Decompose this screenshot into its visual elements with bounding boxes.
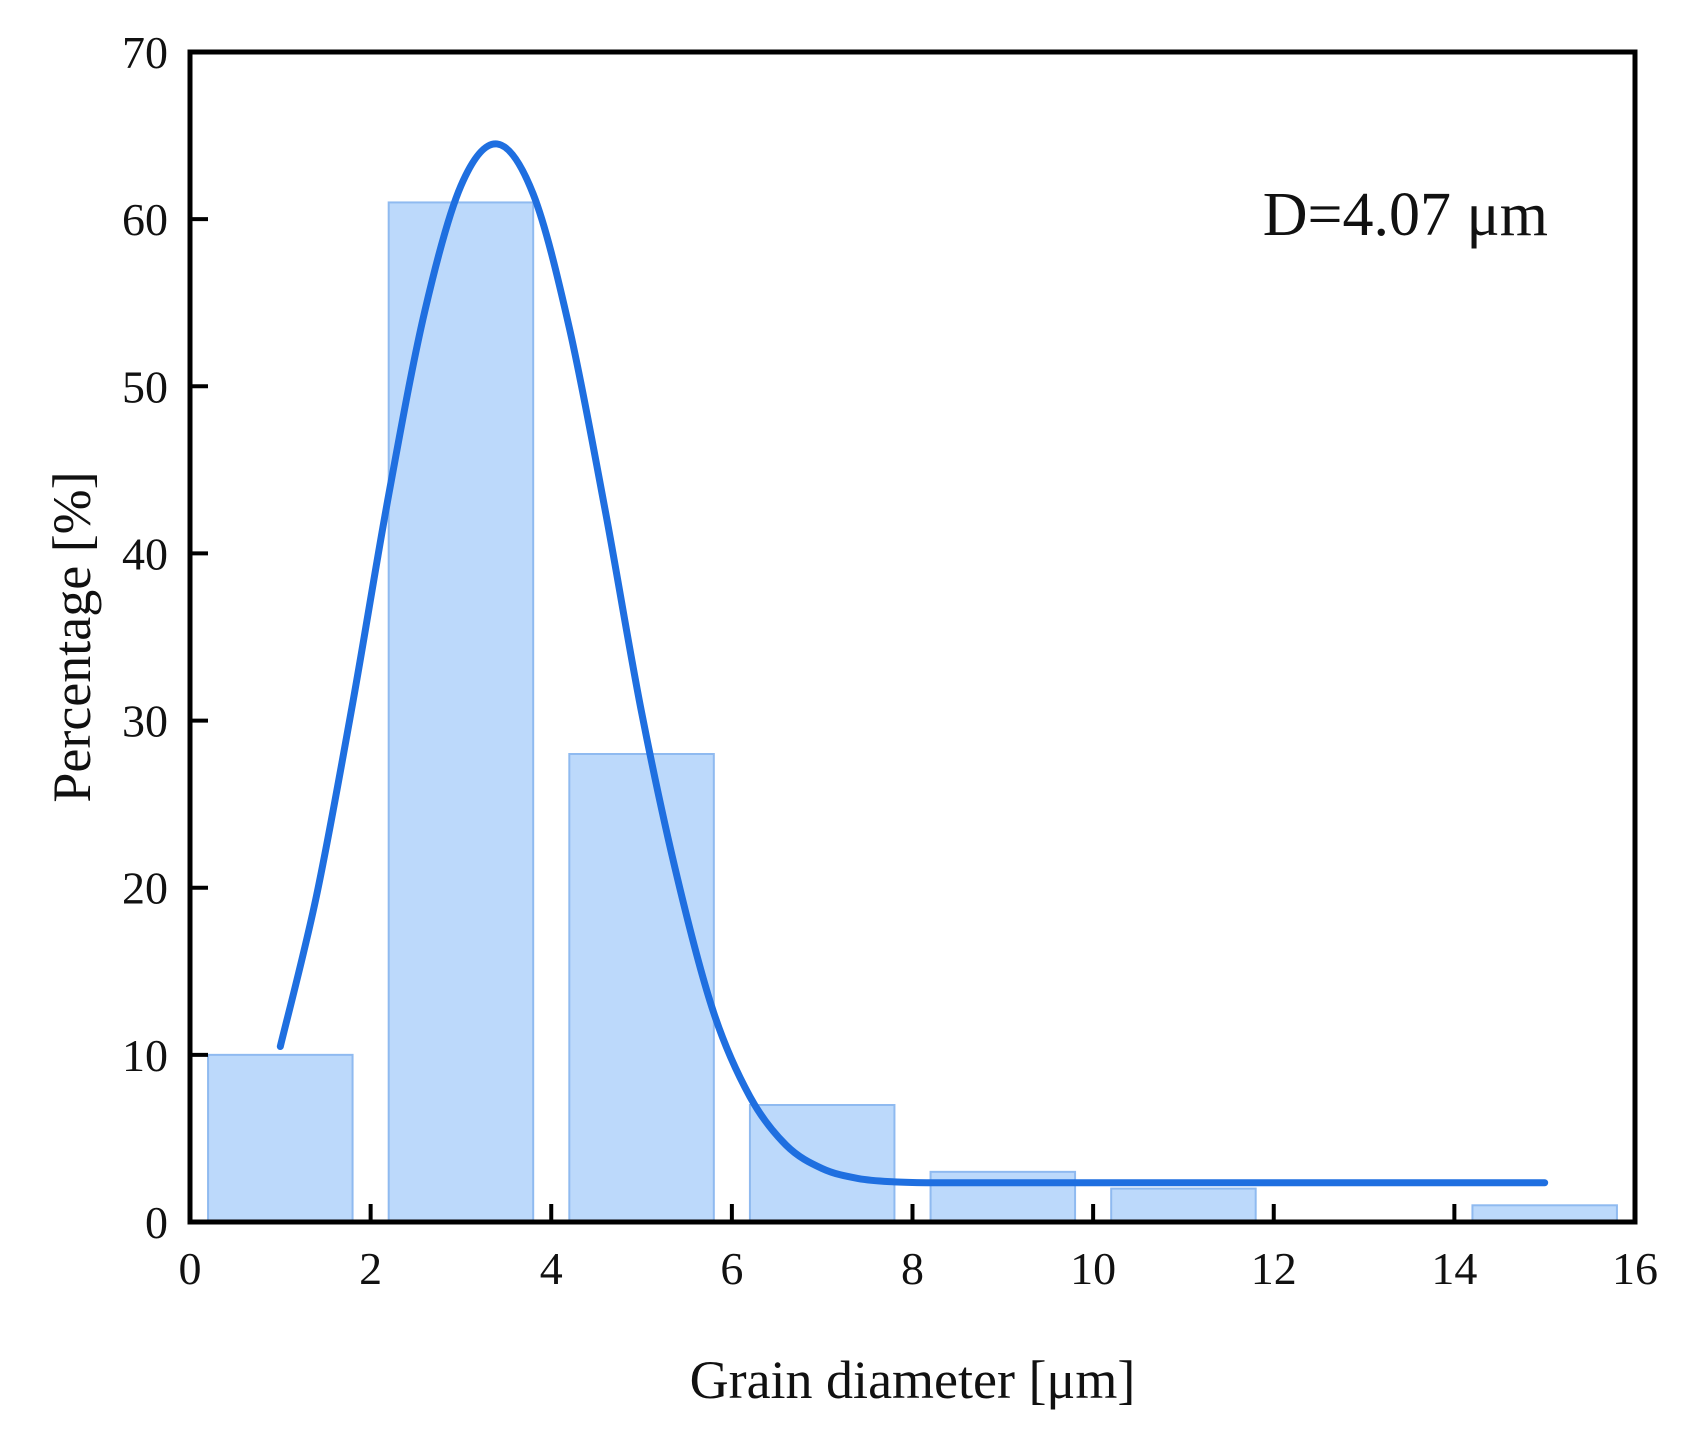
bar-6 bbox=[1471, 1204, 1618, 1224]
y-tick-label-30: 30 bbox=[122, 696, 168, 747]
ticks-layer: 0 2 4 6 8 10 12 14 16 0 10 20 30 40 50 60 70 bbox=[122, 27, 1658, 1294]
y-tick-label-40: 40 bbox=[122, 528, 168, 579]
y-tick-label-50: 50 bbox=[122, 361, 168, 412]
y-tick-label-20: 20 bbox=[122, 863, 168, 914]
x-tick-label-10: 10 bbox=[1070, 1243, 1116, 1294]
x-tick-label-0: 0 bbox=[179, 1243, 202, 1294]
y-tick-label-0: 0 bbox=[145, 1197, 168, 1248]
x-tick-label-2: 2 bbox=[359, 1243, 382, 1294]
bars-layer bbox=[207, 201, 1618, 1224]
x-tick-label-6: 6 bbox=[720, 1243, 743, 1294]
fit-curve-layer bbox=[276, 140, 1549, 1187]
x-tick-label-8: 8 bbox=[901, 1243, 924, 1294]
x-tick-label-16: 16 bbox=[1612, 1243, 1658, 1294]
x-axis-title: Grain diameter [μm] bbox=[690, 1350, 1136, 1410]
x-tick-label-4: 4 bbox=[540, 1243, 563, 1294]
fit-curve bbox=[276, 140, 1549, 1187]
bar-2 bbox=[568, 753, 715, 1223]
x-tick-label-12: 12 bbox=[1251, 1243, 1297, 1294]
y-tick-label-10: 10 bbox=[122, 1030, 168, 1081]
y-tick-label-60: 60 bbox=[122, 194, 168, 245]
x-tick-label-14: 14 bbox=[1431, 1243, 1477, 1294]
bar-1 bbox=[387, 201, 535, 1223]
y-tick-label-70: 70 bbox=[122, 27, 168, 78]
bar-3 bbox=[748, 1104, 896, 1223]
bar-0 bbox=[207, 1053, 354, 1224]
y-axis-title: Percentage [%] bbox=[42, 471, 102, 802]
bar-5 bbox=[1110, 1187, 1257, 1223]
diameter-annotation: D=4.07 μm bbox=[1263, 181, 1548, 249]
